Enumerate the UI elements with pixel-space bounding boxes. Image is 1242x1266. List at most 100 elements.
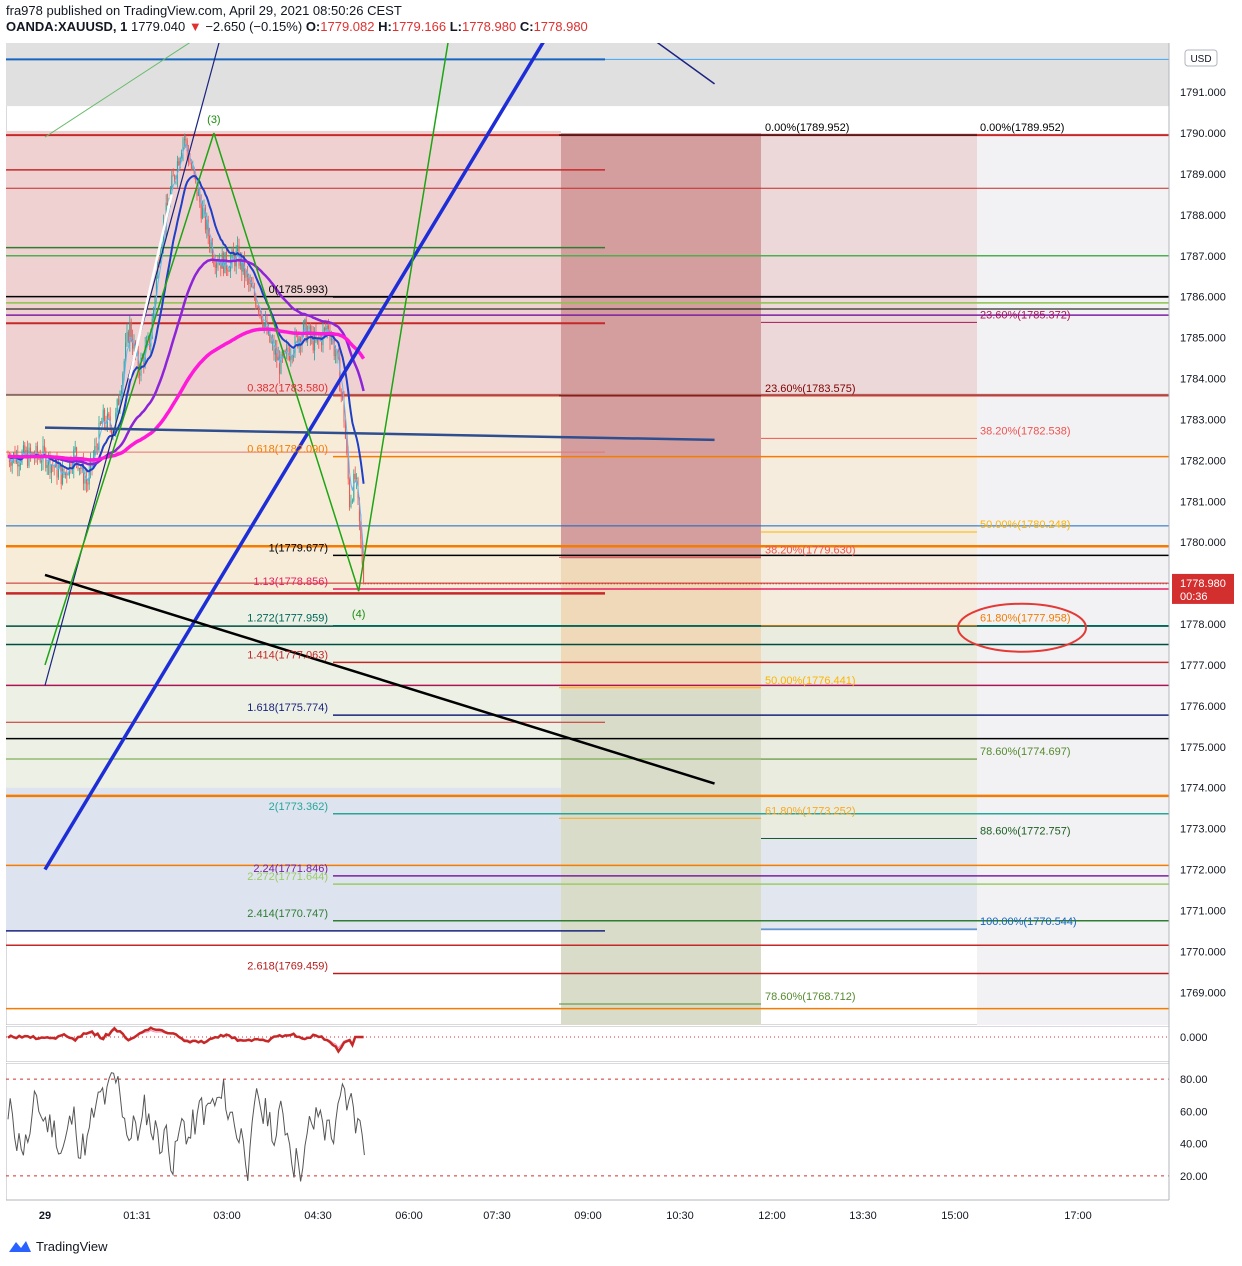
candle-body (116, 399, 118, 413)
candle-body (172, 175, 174, 177)
time-tick-label: 12:00 (758, 1210, 786, 1222)
extension-level-label: 0(1785.993) (269, 284, 328, 296)
candle-body (87, 483, 89, 485)
candle-body (108, 413, 110, 417)
candle-body (76, 447, 78, 460)
time-tick-label: 29 (39, 1210, 51, 1222)
highlight-ellipse (957, 602, 1087, 653)
candle-body (174, 175, 176, 180)
top-gray-band (6, 43, 1169, 107)
price-tick-label: 1784.000 (1180, 374, 1226, 386)
candle-body (263, 322, 265, 328)
price-tick-label: 1788.000 (1180, 210, 1226, 222)
price-tick-label: 1781.000 (1180, 496, 1226, 508)
extension-level-label: 1.414(1777.063) (247, 649, 328, 661)
candle-body (314, 333, 316, 351)
candle-body (266, 320, 268, 334)
open-value: 1779.082 (320, 19, 375, 34)
time-tick-label: 15:00 (941, 1210, 969, 1222)
zigzag-leg-1 (44, 132, 215, 666)
candle-body (120, 390, 122, 398)
candle-body (122, 373, 124, 391)
candle-body (272, 341, 274, 343)
price-tick-label: 1775.000 (1180, 742, 1226, 754)
candle-body (171, 175, 173, 190)
candle-body (360, 521, 362, 540)
price-tick-label: 1789.000 (1180, 169, 1226, 181)
candle-body (204, 207, 206, 230)
candle-body (185, 138, 187, 141)
price-tick-label: 1772.000 (1180, 865, 1226, 877)
red-zone-right (761, 133, 977, 395)
candle-body (199, 191, 201, 203)
candle-body (211, 242, 213, 260)
zigzag-leg-3 (357, 43, 449, 592)
extension-level-label: 0.382(1783.580) (247, 383, 328, 395)
blue-zone-left (6, 787, 561, 931)
candle-body (64, 472, 66, 476)
candle-body (113, 431, 115, 433)
candle-body (242, 259, 244, 272)
candle-body (139, 372, 141, 376)
extension-level-label: 1.618(1775.774) (247, 702, 328, 714)
blue-descending-line (656, 43, 715, 85)
candle-body (91, 459, 93, 466)
ema-very-fast-line (7, 143, 365, 554)
candle-body (126, 331, 128, 343)
tradingview-logo[interactable]: TradingView (8, 1238, 108, 1254)
candle-body (217, 263, 219, 265)
candle-body (10, 462, 12, 466)
symbol-line: OANDA:XAUUSD, 1 1779.040 ▼ −2.650 (−0.15… (6, 19, 588, 35)
extension-level-label: 2.24(1771.846) (253, 863, 328, 875)
candle-body (302, 322, 304, 336)
candle-body (50, 464, 52, 474)
orange-zone-mid (561, 558, 761, 690)
ema-slow-line (8, 327, 366, 462)
candle-body (246, 271, 248, 277)
countdown-label: 00:36 (1180, 591, 1208, 603)
candle-body (279, 356, 281, 374)
candle-body (262, 320, 264, 328)
fib-right-level-label: 0.00%(1789.952) (980, 122, 1064, 134)
candle-body (353, 473, 355, 501)
price-tick-label: 1787.000 (1180, 251, 1226, 263)
candle-body (294, 333, 296, 353)
extension-level-label: 1(1779.677) (269, 542, 328, 554)
fib-right-level-label: 50.00%(1780.248) (980, 519, 1071, 531)
candle-body (98, 422, 100, 450)
low-value: 1778.980 (461, 19, 517, 34)
candle-body (259, 311, 261, 313)
time-tick-label: 09:00 (574, 1210, 602, 1222)
candle-body (325, 327, 327, 330)
candle-body (183, 138, 185, 141)
price-tick-label: 1777.000 (1180, 660, 1226, 672)
stochastic-pane-frame (6, 1063, 1169, 1200)
time-tick-label: 01:31 (123, 1210, 151, 1222)
tradingview-logo-icon (9, 1241, 31, 1252)
candle-body (161, 244, 163, 254)
candle-body (36, 446, 38, 457)
candle-body (326, 326, 328, 330)
fib-mid-level-label: 50.00%(1776.441) (765, 675, 856, 687)
oscillator-line (7, 1026, 364, 1054)
candle-body (99, 422, 101, 424)
candle-body (335, 354, 337, 356)
close-label: C: (519, 19, 534, 34)
green-zone-right (761, 624, 977, 837)
blue-thin-channel-line (44, 43, 220, 686)
stochastic-tick-label: 80.00 (1180, 1074, 1208, 1086)
gray-zone-far-right (977, 133, 1169, 1025)
candle-body (249, 283, 251, 284)
candle-body (155, 277, 157, 298)
candle-body (287, 347, 289, 354)
candle-body (11, 458, 13, 466)
candle-body (136, 351, 138, 354)
candle-body (62, 468, 64, 484)
candle-body (127, 331, 129, 342)
candle-body (333, 340, 335, 356)
candle-body (130, 322, 132, 340)
candle-body (267, 328, 269, 334)
candle-body (328, 326, 330, 331)
candle-body (231, 249, 233, 260)
fib-right-level-label: 38.20%(1782.538) (980, 425, 1071, 437)
